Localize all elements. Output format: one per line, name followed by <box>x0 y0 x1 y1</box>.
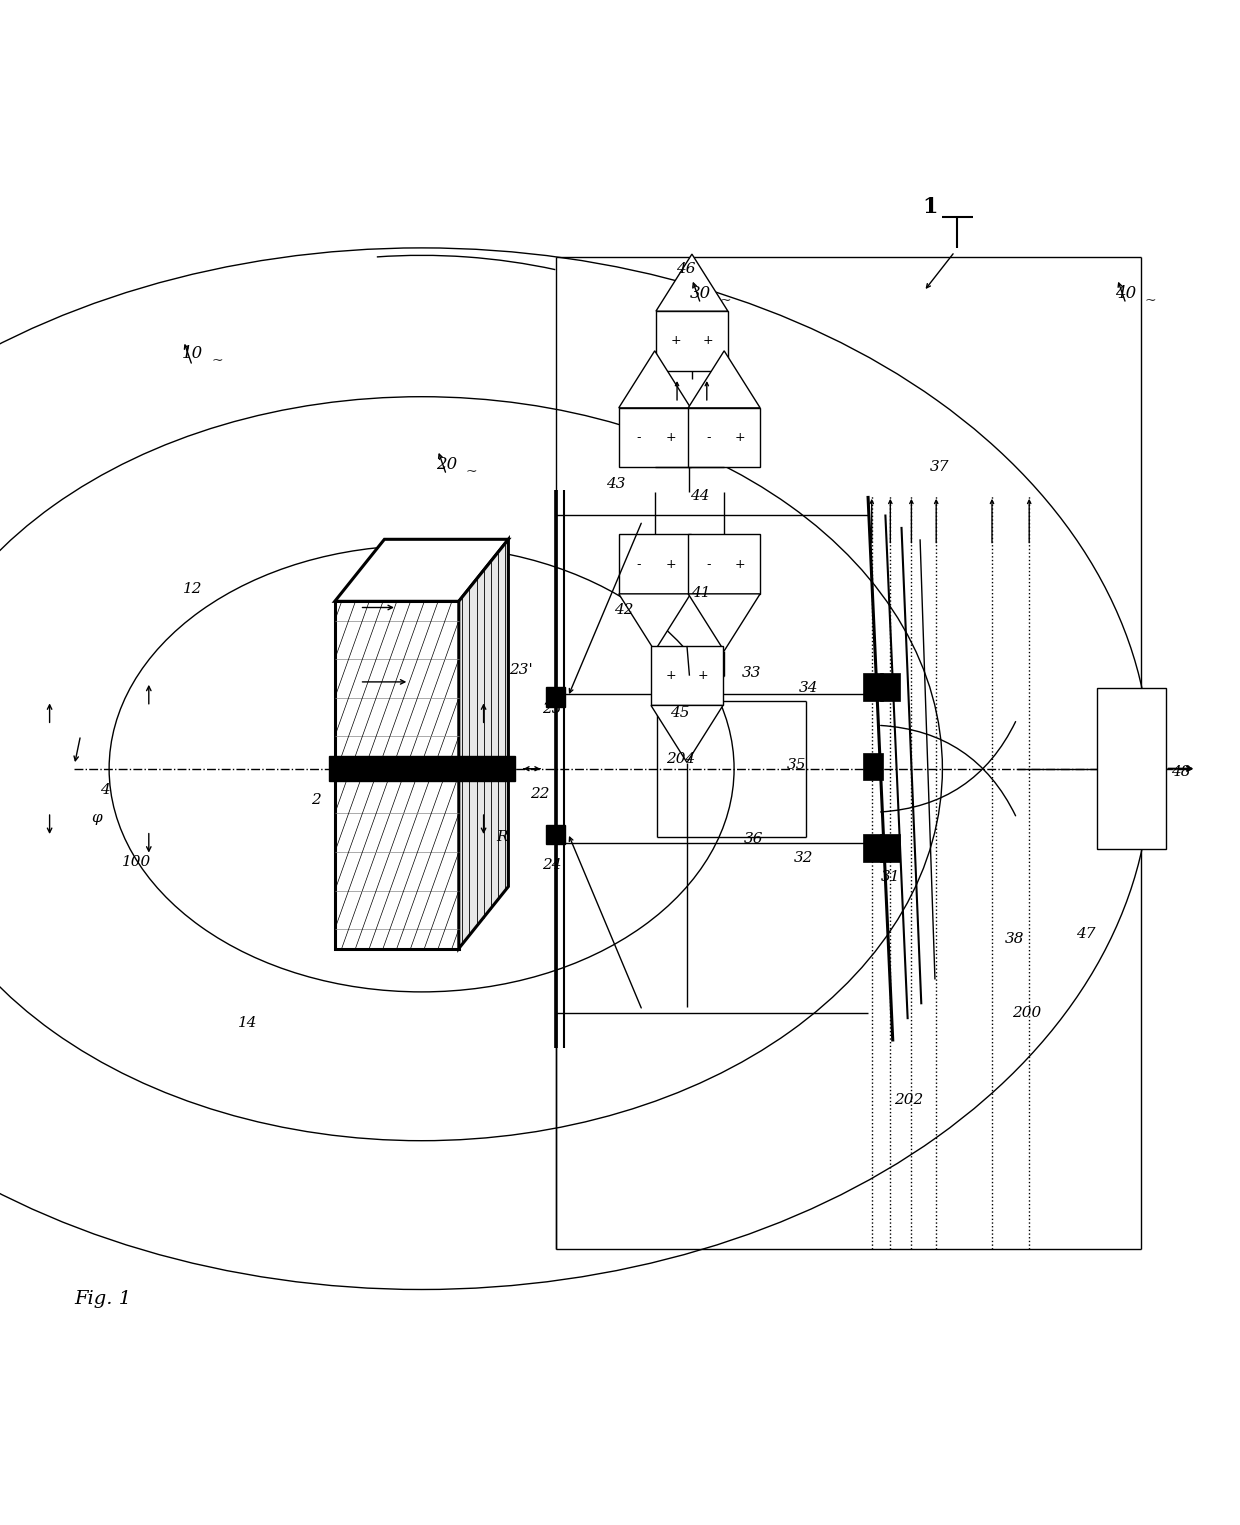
Text: 38: 38 <box>1004 932 1024 946</box>
Polygon shape <box>688 593 760 651</box>
Text: ~: ~ <box>465 465 477 479</box>
Text: +: + <box>666 669 677 682</box>
Text: -: - <box>636 558 641 570</box>
Text: ~: ~ <box>719 294 732 308</box>
Text: ~: ~ <box>211 354 223 368</box>
Bar <box>688 534 760 593</box>
Text: 14: 14 <box>238 1016 258 1029</box>
Text: -: - <box>706 558 711 570</box>
Polygon shape <box>688 351 760 407</box>
Text: +: + <box>665 432 676 444</box>
Bar <box>546 686 565 706</box>
Text: 204: 204 <box>666 752 696 766</box>
Bar <box>619 534 691 593</box>
Text: 35: 35 <box>786 758 806 772</box>
Text: +: + <box>671 334 682 348</box>
Bar <box>335 601 459 949</box>
Polygon shape <box>459 540 508 949</box>
Text: 200: 200 <box>1012 1006 1042 1020</box>
Text: 34: 34 <box>799 682 818 695</box>
Text: Fig. 1: Fig. 1 <box>74 1290 131 1308</box>
Text: +: + <box>734 558 745 570</box>
Bar <box>880 834 900 862</box>
Text: 45: 45 <box>670 706 689 720</box>
Text: -: - <box>636 432 641 444</box>
Text: 100: 100 <box>122 854 151 869</box>
Text: 31: 31 <box>880 869 900 883</box>
Text: 36: 36 <box>744 833 764 846</box>
Text: 4: 4 <box>100 782 110 796</box>
Text: +: + <box>665 558 676 570</box>
Text: 43: 43 <box>606 476 626 491</box>
Text: 40: 40 <box>1115 285 1137 302</box>
Text: 37: 37 <box>930 461 950 474</box>
Polygon shape <box>619 593 691 651</box>
Text: 10: 10 <box>181 345 203 361</box>
Bar <box>1097 688 1166 849</box>
Text: +: + <box>697 669 708 682</box>
Bar <box>329 756 515 781</box>
Text: 44: 44 <box>689 490 709 503</box>
Polygon shape <box>335 540 508 601</box>
Text: 42: 42 <box>614 602 634 618</box>
Text: 33: 33 <box>742 666 761 680</box>
Polygon shape <box>619 351 691 407</box>
Bar <box>863 752 883 779</box>
Polygon shape <box>656 255 728 311</box>
Bar <box>863 834 883 862</box>
Polygon shape <box>651 706 723 762</box>
Text: ~: ~ <box>1145 294 1157 308</box>
Text: 48: 48 <box>1171 766 1190 779</box>
Text: +: + <box>734 432 745 444</box>
Text: 41: 41 <box>691 586 711 599</box>
Text: 23': 23' <box>508 662 533 677</box>
Text: 46: 46 <box>676 262 696 276</box>
Text: 20: 20 <box>435 456 458 473</box>
Text: 47: 47 <box>1076 927 1096 941</box>
Text: 23: 23 <box>542 702 562 717</box>
Bar <box>546 825 565 845</box>
Text: 24: 24 <box>542 859 562 872</box>
Bar <box>688 407 760 467</box>
Text: 202: 202 <box>894 1093 924 1107</box>
Bar <box>863 673 883 700</box>
Bar <box>656 311 728 371</box>
Text: 22: 22 <box>529 787 549 801</box>
Text: 1: 1 <box>923 197 937 218</box>
Text: +: + <box>702 334 713 348</box>
Text: R: R <box>496 830 508 843</box>
Bar <box>880 673 900 700</box>
Bar <box>651 647 723 706</box>
Text: 12: 12 <box>182 583 202 596</box>
Text: 30: 30 <box>689 285 712 302</box>
Text: 32: 32 <box>794 851 813 865</box>
Text: 2: 2 <box>311 793 321 807</box>
Text: φ: φ <box>92 811 102 825</box>
Bar <box>619 407 691 467</box>
Text: -: - <box>706 432 711 444</box>
